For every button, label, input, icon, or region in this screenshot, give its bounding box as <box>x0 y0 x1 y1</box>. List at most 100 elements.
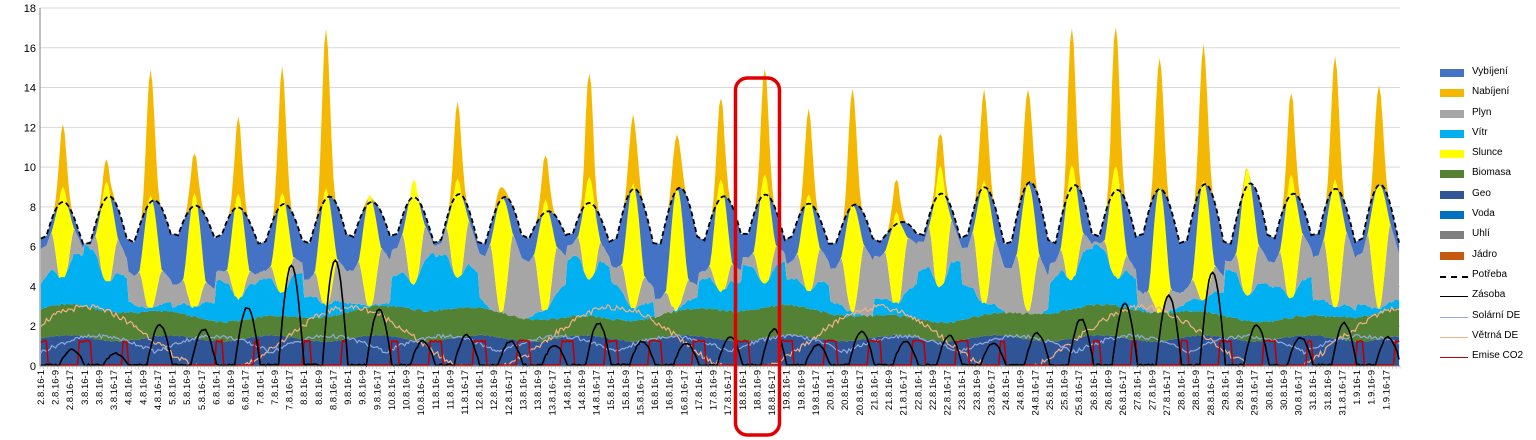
y-tick-label: 8 <box>30 202 36 214</box>
area-bio <box>40 303 1400 343</box>
legend-item: Slunce <box>1436 145 1534 165</box>
legend-label: Solární DE <box>1472 309 1521 321</box>
x-tick-label: 18.8.16-1 <box>738 370 749 410</box>
area-dis <box>40 165 1400 300</box>
x-tick-label: 31.8.16-9 <box>1323 370 1334 410</box>
stacked-areas <box>40 27 1400 366</box>
y-tick-label: 12 <box>24 122 36 134</box>
x-tick-label: 7.8.16-17 <box>285 370 296 410</box>
x-tick-label: 29.8.16-1 <box>1220 370 1231 410</box>
x-tick-label: 23.8.16-17 <box>986 370 997 415</box>
x-tick-label: 27.8.16-17 <box>1162 370 1173 415</box>
line-potreba <box>40 181 1400 245</box>
legend-swatch <box>1440 251 1464 260</box>
x-tick-label: 27.8.16-9 <box>1147 370 1158 410</box>
highlight-box-rect <box>733 76 782 437</box>
x-tick-label: 12.8.16-9 <box>489 370 500 410</box>
legend-label: Zásoba <box>1472 289 1506 301</box>
x-tick-label: 5.8.16-17 <box>197 370 208 410</box>
x-tick-label: 28.8.16-1 <box>1177 370 1188 410</box>
highlight-box <box>733 76 782 437</box>
legend-swatch <box>1440 69 1464 77</box>
legend-item: Zásoba <box>1436 287 1534 307</box>
area-gas <box>40 220 1400 320</box>
legend-swatch <box>1440 275 1468 278</box>
legend-label: Emise CO2 <box>1472 350 1524 362</box>
x-tick-label: 11.8.16-1 <box>431 370 442 409</box>
area-chg <box>40 27 1400 244</box>
x-tick-label: 22.8.16-9 <box>928 370 939 410</box>
legend-label: Větrná DE <box>1472 329 1519 341</box>
x-tick-label: 21.8.16-9 <box>884 370 895 410</box>
x-tick-label: 23.8.16-1 <box>957 370 968 410</box>
x-tick-label: 14.8.16-9 <box>577 370 588 410</box>
x-tick-label: 27.8.16-1 <box>1133 370 1144 410</box>
x-tick-label: 17.8.16-9 <box>709 370 720 410</box>
y-tick-label: 16 <box>24 43 36 55</box>
legend-label: Geo <box>1472 187 1491 199</box>
area-geo <box>40 334 1400 366</box>
x-tick-label: 19.8.16-1 <box>782 370 793 410</box>
x-tick-label: 15.8.16-9 <box>621 370 632 410</box>
x-tick-label: 6.8.16-17 <box>241 370 252 410</box>
x-tick-label: 29.8.16-17 <box>1250 370 1261 415</box>
legend-item: Vybíjení <box>1436 64 1534 84</box>
legend-item: Jádro <box>1436 247 1534 267</box>
legend-swatch <box>1440 89 1464 98</box>
x-tick-label: 25.8.16-1 <box>1045 370 1056 410</box>
x-tick-label: 1.9.16-9 <box>1367 370 1378 405</box>
x-tick-label: 18.8.16-17 <box>767 370 778 415</box>
x-tick-label: 23.8.16-9 <box>972 370 983 410</box>
x-tick-label: 19.8.16-9 <box>796 370 807 410</box>
legend-swatch <box>1440 129 1464 138</box>
y-tick-label: 10 <box>24 162 36 174</box>
legend-swatch <box>1440 316 1468 318</box>
x-tick-label: 19.8.16-17 <box>811 370 822 415</box>
y-tick-label: 6 <box>30 242 36 254</box>
area-wind <box>40 244 1400 324</box>
x-tick-label: 14.8.16-17 <box>592 370 603 415</box>
x-tick-labels: 2.8.16-1 2.8.16-9 2.8.16-17 3.8.16-1 3.8.16-… <box>36 370 1392 415</box>
legend-item: Solární DE <box>1436 308 1534 328</box>
legend-label: Potřeba <box>1472 268 1508 280</box>
x-tick-label: 4.8.16-1 <box>124 370 135 405</box>
legend-label: Uhlí <box>1472 228 1490 240</box>
legend-swatch <box>1440 170 1464 179</box>
legend-label: Nabíjení <box>1472 86 1510 98</box>
x-tick-label: 9.8.16-9 <box>358 370 369 405</box>
x-tick-label: 15.8.16-17 <box>635 370 646 415</box>
x-tick-label: 3.8.16-9 <box>94 370 105 405</box>
x-tick-label: 20.8.16-9 <box>840 370 851 410</box>
x-tick-label: 11.8.16-9 <box>445 370 456 409</box>
x-tick-label: 26.8.16-1 <box>1089 370 1100 410</box>
legend-swatch <box>1440 211 1464 220</box>
x-tick-label: 4.8.16-17 <box>153 370 164 410</box>
x-tick-label: 24.8.16-9 <box>1016 370 1027 410</box>
x-tick-label: 7.8.16-1 <box>255 370 266 405</box>
legend-item: Plyn <box>1436 105 1534 125</box>
x-tick-label: 1.9.16-1 <box>1352 370 1363 405</box>
legend-item: Emise CO2 <box>1436 348 1534 368</box>
x-tick-label: 12.8.16-1 <box>475 370 486 410</box>
legend-swatch <box>1440 336 1468 338</box>
x-tick-label: 7.8.16-9 <box>270 370 281 405</box>
x-tick-label: 26.8.16-9 <box>1103 370 1114 410</box>
legend-label: Vítr <box>1472 126 1488 138</box>
legend-label: Jádro <box>1472 248 1498 260</box>
x-tick-label: 21.8.16-17 <box>899 370 910 415</box>
x-tick-label: 30.8.16-1 <box>1264 370 1275 410</box>
x-tick-label: 22.8.16-17 <box>943 370 954 415</box>
x-tick-label: 2.8.16-1 <box>36 370 47 405</box>
x-tick-label: 9.8.16-17 <box>372 370 383 410</box>
legend-label: Voda <box>1472 208 1495 220</box>
x-tick-label: 2.8.16-9 <box>51 370 62 405</box>
x-tick-label: 11.8.16-17 <box>460 370 471 415</box>
legend-label: Vybíjení <box>1472 66 1508 77</box>
legend-swatch <box>1440 190 1464 199</box>
x-tick-label: 10.8.16-17 <box>416 370 427 415</box>
x-tick-label: 10.8.16-9 <box>402 370 413 410</box>
x-tick-label: 17.8.16-17 <box>723 370 734 415</box>
legend-item: Větrná DE <box>1436 328 1534 348</box>
x-tick-label: 3.8.16-1 <box>80 370 91 405</box>
x-tick-label: 13.8.16-1 <box>518 370 529 410</box>
